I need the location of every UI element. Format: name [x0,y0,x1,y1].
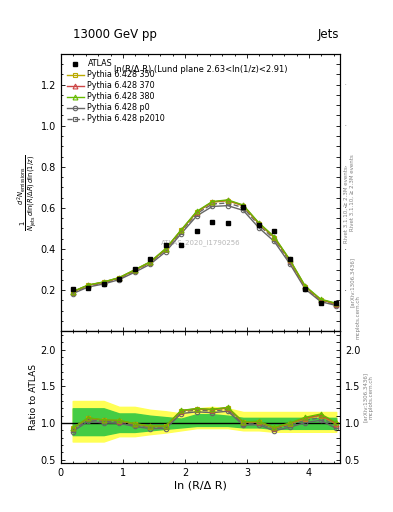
Pythia 6.428 p0 [70,290,75,296]
Pythia 6.428 p0 [132,269,137,275]
ATLAS [70,286,75,292]
Pythia 6.428 380 [241,202,246,208]
Pythia 6.428 350 [241,203,246,209]
Pythia 6.428 p0 [241,207,246,214]
ATLAS [148,255,152,262]
ATLAS [272,227,277,233]
Pythia 6.428 380 [101,279,106,285]
Pythia 6.428 350 [210,199,215,205]
Pythia 6.428 p2010 [163,247,168,253]
Pythia 6.428 p0 [148,261,152,267]
Y-axis label: Ratio to ATLAS: Ratio to ATLAS [29,365,38,430]
Pythia 6.428 p0 [334,303,339,309]
Pythia 6.428 370 [272,234,277,240]
Pythia 6.428 p2010 [132,268,137,274]
Pythia 6.428 p2010 [287,259,292,265]
ATLAS [195,228,199,234]
Pythia 6.428 370 [303,283,308,289]
Pythia 6.428 370 [163,246,168,252]
Pythia 6.428 380 [163,246,168,252]
Pythia 6.428 p2010 [256,222,261,228]
Pythia 6.428 350 [256,221,261,227]
Pythia 6.428 380 [303,283,308,289]
Pythia 6.428 p2010 [70,289,75,295]
Pythia 6.428 350 [303,284,308,290]
Line: Pythia 6.428 p2010: Pythia 6.428 p2010 [70,201,338,307]
Pythia 6.428 350 [117,275,121,281]
Pythia 6.428 380 [117,274,121,281]
Pythia 6.428 p2010 [101,280,106,286]
ATLAS [334,301,339,307]
Pythia 6.428 370 [195,209,199,215]
Pythia 6.428 370 [101,279,106,285]
Text: [arXiv:1306.3436]: [arXiv:1306.3436] [350,257,355,307]
Pythia 6.428 380 [287,257,292,263]
Pythia 6.428 p2010 [117,275,121,282]
Pythia 6.428 p0 [210,203,215,209]
Pythia 6.428 350 [70,289,75,295]
Pythia 6.428 350 [225,198,230,204]
Pythia 6.428 380 [210,199,215,205]
Pythia 6.428 p0 [101,281,106,287]
Pythia 6.428 380 [70,288,75,294]
Pythia 6.428 380 [256,220,261,226]
Pythia 6.428 p0 [179,230,184,237]
Pythia 6.428 p0 [117,276,121,283]
Line: ATLAS: ATLAS [70,204,339,306]
Y-axis label: [arXiv:1306.3436]
mcplots.cern.ch: [arXiv:1306.3436] mcplots.cern.ch [363,372,374,422]
Pythia 6.428 370 [225,197,230,203]
ATLAS [101,281,106,287]
Pythia 6.428 p2010 [334,302,339,308]
ATLAS [210,219,215,225]
Pythia 6.428 350 [86,282,90,288]
Pythia 6.428 370 [210,199,215,205]
Pythia 6.428 p2010 [225,200,230,206]
Pythia 6.428 370 [287,257,292,263]
Line: Pythia 6.428 370: Pythia 6.428 370 [70,198,339,306]
Line: Pythia 6.428 p0: Pythia 6.428 p0 [70,203,338,308]
Legend: ATLAS, Pythia 6.428 350, Pythia 6.428 370, Pythia 6.428 380, Pythia 6.428 p0, Py: ATLAS, Pythia 6.428 350, Pythia 6.428 37… [63,56,169,126]
Pythia 6.428 370 [117,275,121,281]
ATLAS [287,257,292,263]
ATLAS [256,222,261,228]
Pythia 6.428 350 [318,297,323,303]
Pythia 6.428 p0 [318,298,323,305]
Pythia 6.428 p2010 [179,228,184,234]
Pythia 6.428 370 [318,296,323,303]
Pythia 6.428 380 [132,267,137,273]
Y-axis label: Rivet 3.1.10, ≥ 2.3M events: Rivet 3.1.10, ≥ 2.3M events [350,154,355,231]
Text: 13000 GeV pp: 13000 GeV pp [73,28,156,41]
Pythia 6.428 380 [195,208,199,215]
Pythia 6.428 380 [318,296,323,302]
Pythia 6.428 370 [148,259,152,265]
ATLAS [179,242,184,248]
Pythia 6.428 p2010 [272,236,277,242]
Pythia 6.428 370 [179,227,184,233]
Pythia 6.428 380 [334,300,339,306]
Pythia 6.428 370 [132,267,137,273]
Text: Rivet 3.1.10, ≥ 2.3M events: Rivet 3.1.10, ≥ 2.3M events [344,166,349,243]
Text: ln(R/Δ R) (Lund plane 2.63<ln(1/z)<2.91): ln(R/Δ R) (Lund plane 2.63<ln(1/z)<2.91) [114,65,287,74]
Text: mcplots.cern.ch: mcplots.cern.ch [356,295,361,339]
Pythia 6.428 350 [195,209,199,216]
Pythia 6.428 p0 [287,261,292,267]
Pythia 6.428 p0 [272,239,277,245]
Pythia 6.428 350 [132,267,137,273]
Pythia 6.428 p0 [195,213,199,219]
Text: Jets: Jets [317,28,339,41]
Pythia 6.428 350 [272,234,277,241]
ATLAS [241,204,246,210]
ATLAS [163,242,168,248]
Pythia 6.428 370 [70,289,75,295]
Line: Pythia 6.428 380: Pythia 6.428 380 [70,198,339,306]
Pythia 6.428 p0 [303,286,308,292]
Pythia 6.428 370 [241,202,246,208]
Pythia 6.428 370 [334,301,339,307]
Pythia 6.428 350 [101,279,106,285]
ATLAS [303,286,308,292]
ATLAS [225,220,230,226]
Pythia 6.428 380 [225,197,230,203]
Pythia 6.428 p2010 [303,285,308,291]
Pythia 6.428 p2010 [148,260,152,266]
Y-axis label: $\frac{1}{N_{\rm jets}}\frac{d^2 N_{\rm emissions}}{d\ln(R/\Delta R)\,d\ln(1/z)}: $\frac{1}{N_{\rm jets}}\frac{d^2 N_{\rm … [16,154,39,231]
